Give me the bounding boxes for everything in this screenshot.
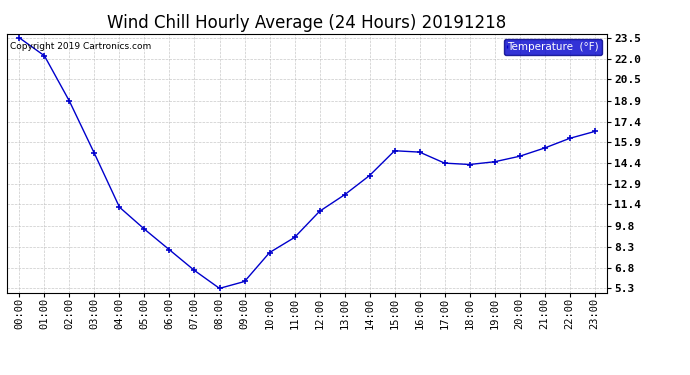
Text: Copyright 2019 Cartronics.com: Copyright 2019 Cartronics.com [10, 42, 151, 51]
Title: Wind Chill Hourly Average (24 Hours) 20191218: Wind Chill Hourly Average (24 Hours) 201… [108, 14, 506, 32]
Legend: Temperature  (°F): Temperature (°F) [504, 39, 602, 55]
